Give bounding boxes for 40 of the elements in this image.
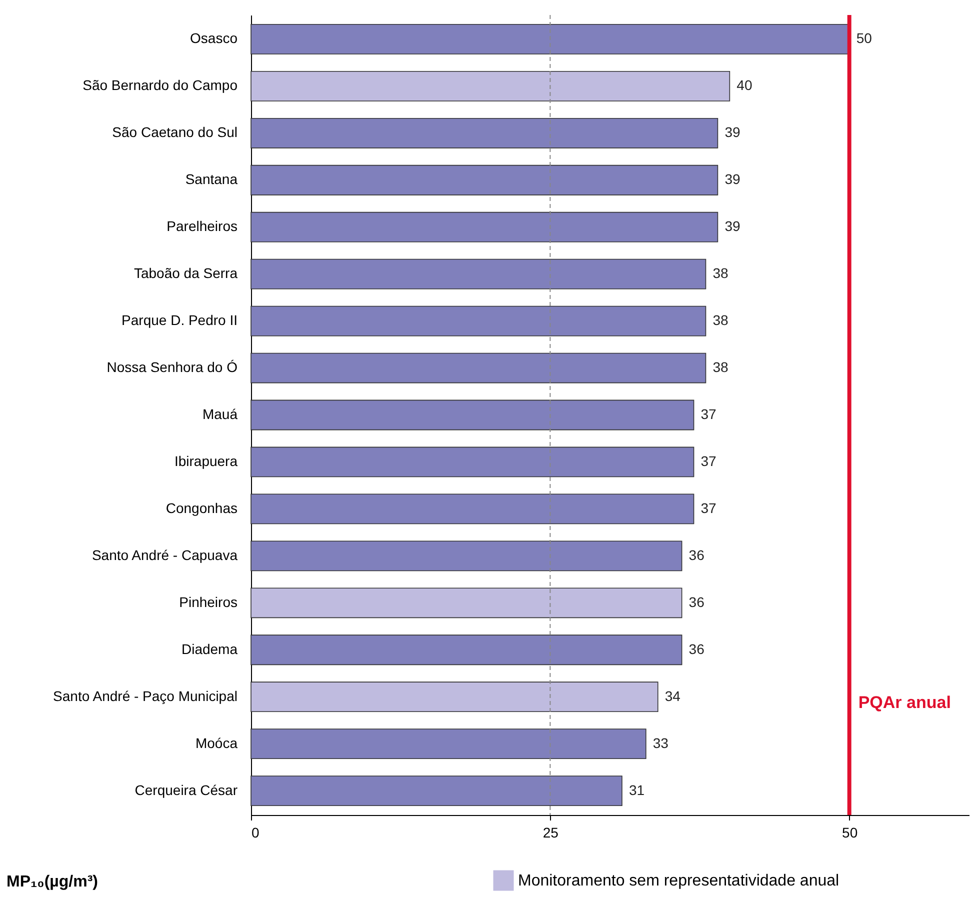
y-tick-label: Santana bbox=[185, 171, 238, 188]
data-label: 50 bbox=[856, 30, 872, 46]
y-tick-label: São Caetano do Sul bbox=[112, 124, 238, 140]
data-label: 38 bbox=[712, 312, 729, 328]
data-label: 39 bbox=[724, 171, 740, 188]
data-label: 34 bbox=[664, 688, 681, 704]
y-tick-label: Moóca bbox=[195, 734, 238, 751]
legend-label: Monitoramento sem representatividade anual bbox=[518, 872, 840, 890]
data-label: 38 bbox=[712, 359, 729, 376]
x-tick-label: 50 bbox=[842, 824, 858, 840]
data-label: 37 bbox=[700, 500, 717, 516]
data-label: 38 bbox=[712, 265, 729, 282]
y-tick-label: Mauá bbox=[202, 406, 238, 422]
y-tick-label: Taboão da Serra bbox=[134, 265, 238, 282]
y-tick-label: Santo André - Paço Municipal bbox=[53, 688, 238, 704]
data-label: 37 bbox=[700, 406, 717, 422]
data-label: 37 bbox=[700, 452, 717, 469]
y-tick-label: Pinheiros bbox=[179, 594, 238, 610]
data-label: 33 bbox=[652, 734, 669, 751]
ref-line-label: PQAr anual bbox=[858, 693, 951, 712]
y-tick-label: Osasco bbox=[190, 30, 238, 46]
y-tick-label: Santo André - Capuava bbox=[92, 546, 238, 563]
y-tick-label: São Bernardo do Campo bbox=[82, 77, 238, 94]
y-tick-label: Nossa Senhora do Ó bbox=[106, 359, 238, 376]
data-label: 36 bbox=[688, 594, 705, 610]
y-tick-label: Congonhas bbox=[166, 500, 238, 516]
x-axis-title: MP₁₀(µg/m³) bbox=[6, 874, 98, 890]
data-label: 31 bbox=[628, 782, 645, 798]
data-label: 40 bbox=[736, 77, 752, 94]
data-label: 39 bbox=[724, 218, 740, 234]
y-tick-label: Cerqueira César bbox=[134, 782, 238, 798]
data-label: 36 bbox=[688, 640, 705, 657]
x-tick-label: 0 bbox=[252, 824, 260, 840]
y-tick-label: Parelheiros bbox=[166, 218, 238, 234]
y-tick-label: Diadema bbox=[181, 640, 238, 657]
y-tick-label: Ibirapuera bbox=[174, 452, 238, 469]
data-label: 36 bbox=[688, 546, 705, 563]
data-label: 39 bbox=[724, 124, 740, 140]
y-tick-label: Parque D. Pedro II bbox=[122, 312, 238, 328]
x-tick-label: 25 bbox=[542, 824, 559, 840]
